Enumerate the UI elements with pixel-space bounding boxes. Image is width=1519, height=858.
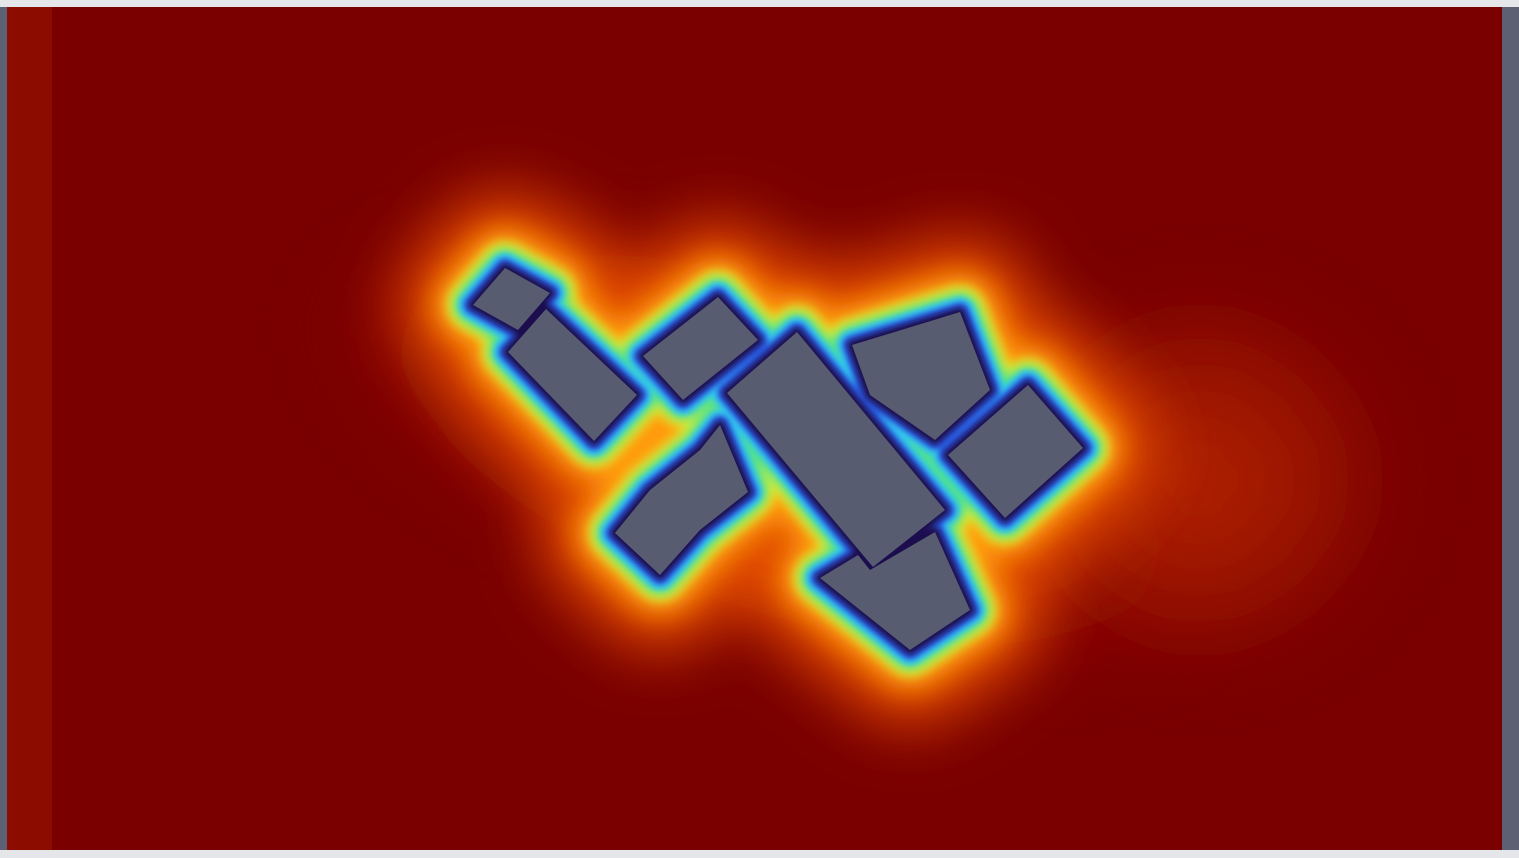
inlet-strip xyxy=(7,7,52,850)
